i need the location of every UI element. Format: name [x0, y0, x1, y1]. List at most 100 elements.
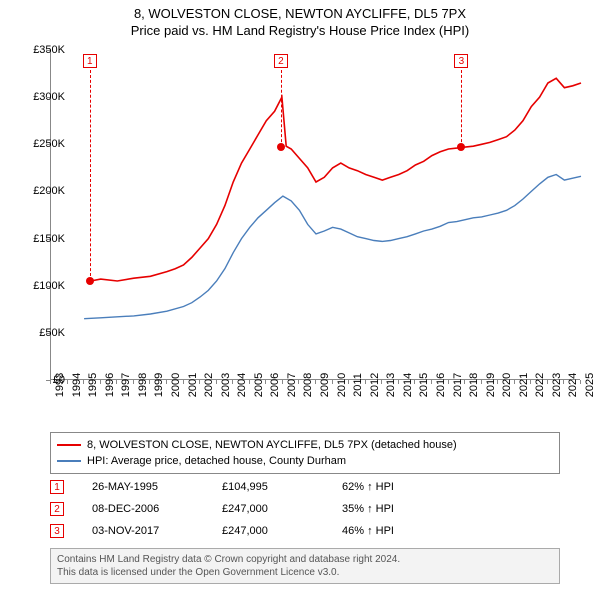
x-axis-tick-mark — [414, 380, 415, 384]
x-axis-tick-mark — [497, 380, 498, 384]
x-axis-tick-label: 2006 — [269, 373, 281, 397]
x-axis-tick-mark — [199, 380, 200, 384]
legend-label: 8, WOLVESTON CLOSE, NEWTON AYCLIFFE, DL5… — [87, 439, 457, 451]
x-axis-tick-mark — [481, 380, 482, 384]
x-axis-tick-mark — [149, 380, 150, 384]
x-axis-tick-label: 2008 — [302, 373, 314, 397]
sale-marker-vline — [461, 70, 462, 147]
x-axis-tick-label: 2019 — [485, 373, 497, 397]
y-axis-tick-mark — [46, 239, 50, 240]
x-axis-tick-label: 1993 — [54, 373, 66, 397]
legend-swatch — [57, 444, 81, 446]
x-axis-tick-mark — [464, 380, 465, 384]
x-axis-tick-mark — [133, 380, 134, 384]
sales-row-price: £104,995 — [222, 481, 342, 493]
footer-line2: This data is licensed under the Open Gov… — [57, 566, 553, 579]
x-axis-tick-label: 1998 — [137, 373, 149, 397]
sale-marker-dot — [277, 143, 285, 151]
sales-row-marker: 1 — [50, 480, 64, 494]
sales-row-date: 08-DEC-2006 — [92, 503, 222, 515]
x-axis-tick-label: 2005 — [253, 373, 265, 397]
x-axis-tick-mark — [67, 380, 68, 384]
x-axis-tick-label: 2004 — [236, 373, 248, 397]
series-line-hpi — [84, 175, 581, 319]
sales-row-date: 03-NOV-2017 — [92, 525, 222, 537]
sales-row-date: 26-MAY-1995 — [92, 481, 222, 493]
footer-attribution: Contains HM Land Registry data © Crown c… — [50, 548, 560, 584]
sales-row-price: £247,000 — [222, 525, 342, 537]
x-axis-tick-mark — [249, 380, 250, 384]
x-axis-tick-mark — [298, 380, 299, 384]
sales-table-row: 208-DEC-2006£247,00035% ↑ HPI — [50, 498, 462, 520]
x-axis-tick-mark — [50, 380, 51, 384]
y-axis-tick-mark — [46, 50, 50, 51]
y-axis-tick-label: £100K — [15, 280, 65, 292]
x-axis-tick-label: 2012 — [369, 373, 381, 397]
y-axis-tick-mark — [46, 333, 50, 334]
y-axis-tick-mark — [46, 144, 50, 145]
y-axis-tick-mark — [46, 191, 50, 192]
x-axis-tick-label: 1996 — [104, 373, 116, 397]
y-axis-tick-label: £250K — [15, 138, 65, 150]
sales-row-marker: 2 — [50, 502, 64, 516]
legend-label: HPI: Average price, detached house, Coun… — [87, 455, 346, 467]
x-axis-tick-mark — [448, 380, 449, 384]
y-axis-tick-mark — [46, 97, 50, 98]
x-axis-tick-label: 2021 — [518, 373, 530, 397]
title-block: 8, WOLVESTON CLOSE, NEWTON AYCLIFFE, DL5… — [0, 0, 600, 38]
x-axis-tick-mark — [265, 380, 266, 384]
x-axis-tick-mark — [282, 380, 283, 384]
chart-title-line2: Price paid vs. HM Land Registry's House … — [0, 23, 600, 38]
x-axis-tick-mark — [100, 380, 101, 384]
chart-title-line1: 8, WOLVESTON CLOSE, NEWTON AYCLIFFE, DL5… — [0, 6, 600, 21]
x-axis-tick-mark — [365, 380, 366, 384]
x-axis-tick-label: 2017 — [452, 373, 464, 397]
x-axis-tick-label: 1997 — [120, 373, 132, 397]
y-axis-tick-label: £300K — [15, 91, 65, 103]
y-axis-tick-label: £350K — [15, 44, 65, 56]
x-axis-tick-mark — [547, 380, 548, 384]
x-axis-tick-mark — [116, 380, 117, 384]
chart-container: 8, WOLVESTON CLOSE, NEWTON AYCLIFFE, DL5… — [0, 0, 600, 590]
x-axis-tick-label: 2025 — [584, 373, 596, 397]
x-axis-tick-label: 2007 — [286, 373, 298, 397]
sales-table: 126-MAY-1995£104,99562% ↑ HPI208-DEC-200… — [50, 476, 462, 542]
x-axis-tick-label: 2015 — [418, 373, 430, 397]
y-axis-tick-label: £50K — [15, 327, 65, 339]
sales-row-pct: 46% ↑ HPI — [342, 525, 462, 537]
x-axis-tick-mark — [315, 380, 316, 384]
x-axis-tick-label: 2022 — [534, 373, 546, 397]
x-axis-tick-label: 2011 — [352, 373, 364, 397]
x-axis-tick-label: 1994 — [71, 373, 83, 397]
y-axis-tick-label: £150K — [15, 233, 65, 245]
sale-marker-dot — [457, 143, 465, 151]
footer-line1: Contains HM Land Registry data © Crown c… — [57, 553, 553, 566]
sale-marker-vline — [90, 70, 91, 281]
x-axis-tick-label: 2020 — [501, 373, 513, 397]
x-axis-tick-label: 2000 — [170, 373, 182, 397]
y-axis-tick-label: £200K — [15, 185, 65, 197]
x-axis-tick-label: 2016 — [435, 373, 447, 397]
x-axis-tick-mark — [381, 380, 382, 384]
x-axis-tick-mark — [232, 380, 233, 384]
x-axis-tick-label: 2010 — [336, 373, 348, 397]
x-axis-tick-mark — [563, 380, 564, 384]
x-axis-tick-label: 2002 — [203, 373, 215, 397]
x-axis-tick-mark — [398, 380, 399, 384]
sale-marker-dot — [86, 277, 94, 285]
series-line-price_paid — [91, 78, 581, 281]
sale-marker-vline — [281, 70, 282, 147]
x-axis-tick-mark — [514, 380, 515, 384]
sales-row-price: £247,000 — [222, 503, 342, 515]
x-axis-tick-label: 2023 — [551, 373, 563, 397]
plot-svg — [51, 50, 581, 380]
sale-marker-box: 3 — [454, 54, 468, 68]
x-axis-tick-label: 2003 — [220, 373, 232, 397]
legend-item: HPI: Average price, detached house, Coun… — [57, 453, 553, 469]
sales-row-marker: 3 — [50, 524, 64, 538]
x-axis-tick-mark — [83, 380, 84, 384]
x-axis-tick-mark — [431, 380, 432, 384]
plot-area — [50, 50, 580, 380]
sales-table-row: 3 03-NOV-2017£247,00046% ↑ HPI — [50, 520, 462, 542]
legend-box: 8, WOLVESTON CLOSE, NEWTON AYCLIFFE, DL5… — [50, 432, 560, 474]
